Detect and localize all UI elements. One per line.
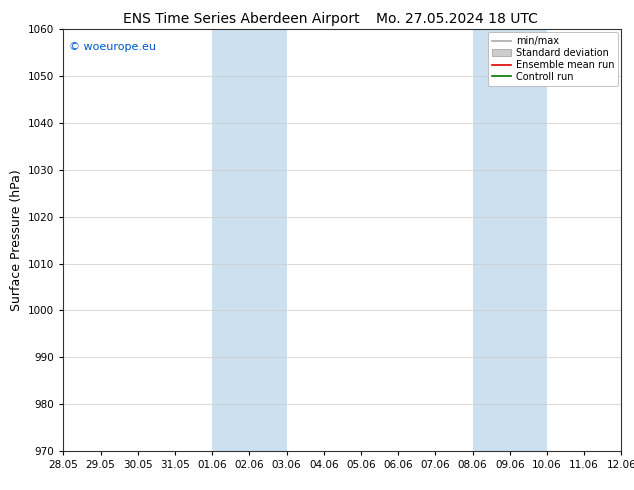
- Legend: min/max, Standard deviation, Ensemble mean run, Controll run: min/max, Standard deviation, Ensemble me…: [488, 32, 618, 86]
- Text: ENS Time Series Aberdeen Airport: ENS Time Series Aberdeen Airport: [122, 12, 359, 26]
- Bar: [472, 29, 547, 451]
- Text: © woeurope.eu: © woeurope.eu: [69, 42, 156, 52]
- Bar: [212, 29, 287, 451]
- Text: Mo. 27.05.2024 18 UTC: Mo. 27.05.2024 18 UTC: [375, 12, 538, 26]
- Y-axis label: Surface Pressure (hPa): Surface Pressure (hPa): [10, 169, 23, 311]
